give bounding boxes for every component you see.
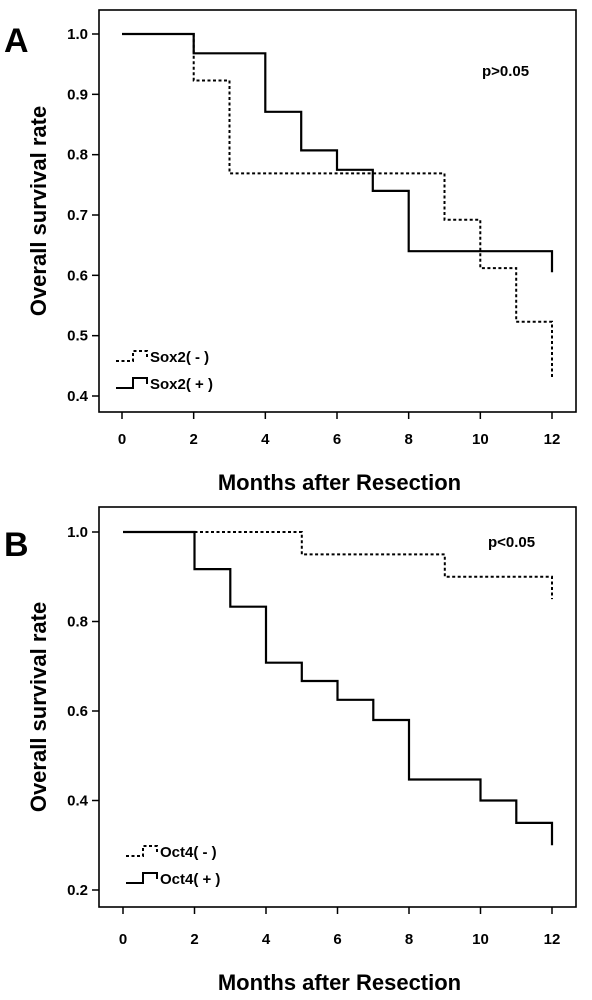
x-tick-label: 6 (333, 931, 341, 948)
legend-swatch (116, 377, 148, 389)
y-tick-label: 0.2 (67, 882, 88, 899)
x-tick-label: 8 (405, 931, 413, 948)
y-tick-label: 0.6 (67, 267, 88, 284)
legend-label: Sox2( - ) (150, 349, 209, 366)
legend-label: Sox2( + ) (150, 376, 213, 393)
panel-b: B 0.2 0.4 0.6 0.8 1.0 0 2 4 6 8 10 12 Months after Re… (4, 506, 577, 995)
y-tick-label: 1.0 (67, 524, 88, 541)
x-tick-label: 10 (472, 931, 489, 948)
p-value-annotation: p<0.05 (488, 534, 535, 551)
x-tick-label: 6 (333, 431, 341, 448)
y-tick-label: 0.5 (67, 328, 88, 345)
x-tick-label: 10 (472, 431, 489, 448)
x-tick-label: 12 (544, 431, 561, 448)
legend-swatch (126, 872, 158, 884)
legend-label: Oct4( + ) (160, 871, 220, 888)
legend: Sox2( - ) Sox2( + ) (116, 349, 213, 393)
y-tick-label: 0.8 (67, 614, 88, 631)
y-tick-label: 1.0 (67, 26, 88, 43)
y-tick-label: 0.4 (67, 388, 89, 405)
x-tick-label: 0 (118, 431, 126, 448)
x-tick-label: 8 (404, 431, 412, 448)
legend-swatch (116, 350, 148, 362)
y-tick-label: 0.9 (67, 86, 88, 103)
panel-a: A 0.4 0.5 0.6 0.7 0.8 0.9 1.0 0 2 4 6 8 10 12 Months af… (4, 9, 577, 495)
x-tick-label: 12 (544, 931, 561, 948)
x-tick-label: 0 (119, 931, 127, 948)
series-line-sox2+ (122, 32, 554, 273)
legend-swatch (126, 845, 158, 857)
x-tick-label: 4 (261, 431, 270, 448)
x-tick-label: 4 (262, 931, 271, 948)
series-line-oct4+ (123, 530, 554, 846)
series-line-sox2- (122, 33, 553, 378)
series-line-oct4- (123, 531, 553, 600)
y-tick-label: 0.6 (67, 703, 88, 720)
y-tick-label: 0.8 (67, 147, 88, 164)
panel-letter: B (4, 526, 29, 564)
x-tick-label: 2 (189, 431, 197, 448)
legend-label: Oct4( - ) (160, 844, 217, 861)
y-tick-label: 0.4 (67, 793, 89, 810)
legend: Oct4( - ) Oct4( + ) (126, 844, 220, 888)
y-tick-label: 0.7 (67, 207, 88, 224)
panel-letter: A (4, 22, 29, 60)
y-axis-title: Overall survival rate (26, 106, 51, 316)
x-tick-label: 2 (190, 931, 198, 948)
p-value-annotation: p>0.05 (482, 63, 529, 80)
x-axis-title: Months after Resection (218, 970, 461, 995)
y-axis-title: Overall survival rate (26, 602, 51, 812)
x-axis-title: Months after Resection (218, 470, 461, 495)
